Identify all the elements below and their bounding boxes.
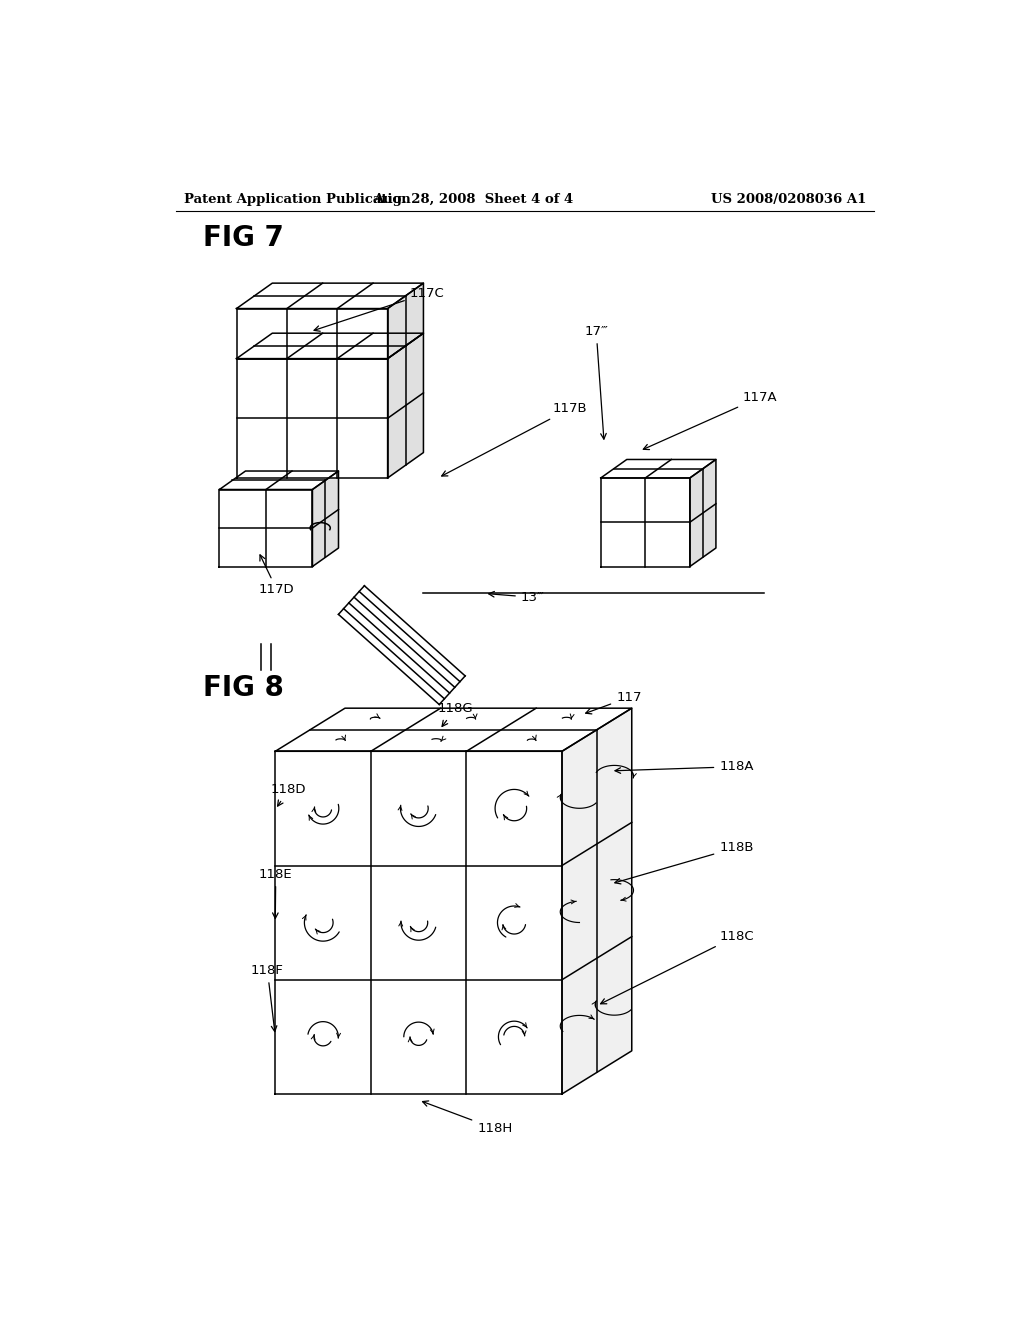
Polygon shape [275,751,562,1094]
Text: 117B: 117B [441,403,587,477]
Text: 117: 117 [586,690,642,714]
Text: 118F: 118F [251,964,284,1031]
Polygon shape [219,490,312,566]
Text: 117A: 117A [643,391,777,450]
Polygon shape [275,708,632,751]
Text: 17‴: 17‴ [585,325,608,440]
Polygon shape [237,309,388,359]
Polygon shape [237,333,424,359]
Text: 118H: 118H [423,1101,512,1135]
Polygon shape [219,471,339,490]
Text: 117D: 117D [259,554,295,597]
Text: 118E: 118E [259,869,293,919]
Polygon shape [388,333,424,478]
Text: 118A: 118A [615,760,754,774]
Text: FIG 7: FIG 7 [204,224,285,252]
Text: US 2008/0208036 A1: US 2008/0208036 A1 [711,193,866,206]
Text: 118D: 118D [270,783,306,807]
Text: 117C: 117C [314,286,444,331]
Polygon shape [312,471,339,566]
Text: 118B: 118B [614,841,754,884]
Polygon shape [562,708,632,1094]
Polygon shape [237,359,388,478]
Text: 13‴: 13‴ [488,591,545,603]
Text: FIG 8: FIG 8 [204,675,285,702]
Polygon shape [388,284,424,359]
Polygon shape [339,586,465,705]
Text: Patent Application Publication: Patent Application Publication [183,193,411,206]
Polygon shape [237,284,424,309]
Polygon shape [601,478,690,566]
Polygon shape [601,459,716,478]
Polygon shape [690,459,716,566]
Text: 118C: 118C [601,929,754,1003]
Text: 118G: 118G [437,702,473,726]
Text: Aug. 28, 2008  Sheet 4 of 4: Aug. 28, 2008 Sheet 4 of 4 [373,193,573,206]
